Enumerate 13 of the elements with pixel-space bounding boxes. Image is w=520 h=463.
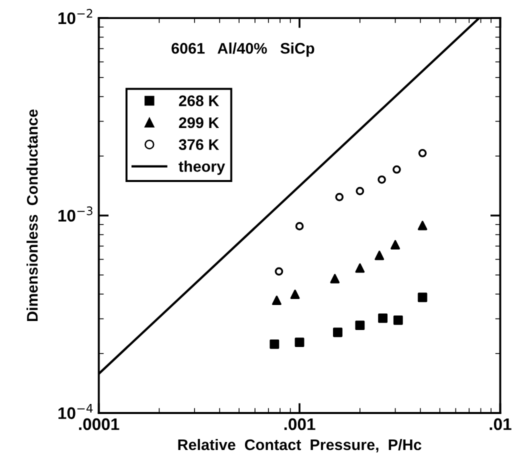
legend-label: 299 K xyxy=(178,117,220,128)
y-tick-label: 10$^{−3}$ xyxy=(58,206,92,222)
x-tick-label: .0001 xyxy=(79,418,120,430)
legend-label: 268 K xyxy=(178,95,220,106)
legend-label: 376 K xyxy=(178,139,220,150)
legend-label: theory xyxy=(178,160,226,175)
x-tick-label: .01 xyxy=(490,418,512,430)
y-tick-label: 10$^{−2}$ xyxy=(58,8,92,24)
x-tick-label: .001 xyxy=(284,418,316,430)
y-tick-label: 10$^{−4}$ xyxy=(58,404,93,420)
annotation: 6061 Al/40% SiCp xyxy=(172,42,314,57)
x-axis-title: Relative Contact Pressure, P/Hc xyxy=(178,438,422,452)
y-axis-title: Dimensionless Conductance xyxy=(26,109,38,322)
